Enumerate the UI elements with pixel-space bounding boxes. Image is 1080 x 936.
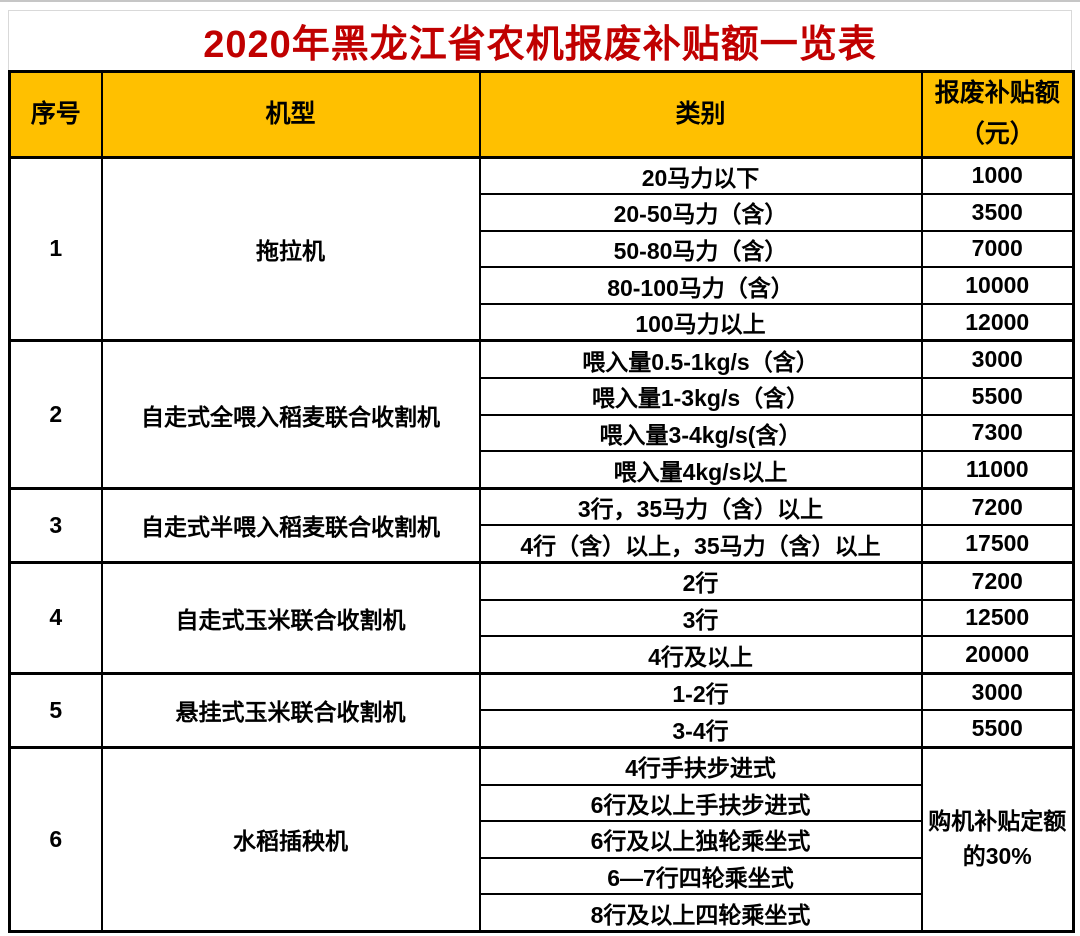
amount-cell: 1000	[920, 155, 1075, 196]
table-row: 3-4行 5500	[10, 709, 1075, 749]
table-row: 100马力以上 12000	[10, 302, 1075, 342]
table-row: 3行 12500	[10, 598, 1075, 638]
machine-type-cell: 自走式玉米联合收割机	[100, 561, 481, 675]
amount-cell: 5500	[920, 709, 1075, 749]
category-cell: 喂入量0.5-1kg/s（含）	[478, 339, 923, 380]
table-row: 4行（含）以上，35马力（含）以上 17500	[10, 524, 1075, 564]
category-cell: 4行及以上	[478, 635, 923, 675]
category-cell: 20-50马力（含）	[478, 193, 923, 232]
table-row: 6 水稻插秧机 4行手扶步进式 购机补贴定额 的30%	[8, 745, 1075, 933]
amount-cell: 12000	[920, 302, 1075, 342]
table-row: 喂入量3-4kg/s(含） 7300	[10, 413, 1075, 453]
category-cell: 80-100马力（含）	[478, 266, 923, 305]
index-cell: 2	[8, 339, 103, 490]
machine-type-cell: 拖拉机	[100, 155, 481, 342]
machine-type-cell: 水稻插秧机	[100, 746, 481, 933]
table-row: 4行及以上 20000	[10, 635, 1075, 675]
table-row: 1 拖拉机 20马力以下 1000	[8, 155, 1075, 342]
amount-cell: 7200	[920, 486, 1075, 527]
amount-cell: 7300	[920, 413, 1075, 453]
amount-cell: 5500	[920, 377, 1075, 416]
page-title: 2020年黑龙江省农机报废补贴额一览表	[8, 10, 1072, 70]
category-cell: 6行及以上独轮乘坐式	[478, 820, 923, 859]
subsidy-table: 序号 机型 类别 报废补贴额 （元） 1 拖拉机 20马力以下 1000	[8, 70, 1075, 933]
subsidy-sheet: 2020年黑龙江省农机报废补贴额一览表 序号 机型 类别 报废补贴额 （元）	[8, 10, 1075, 933]
table-row: 3 自走式半喂入稻麦联合收割机 3行，35马力（含）以上 7200	[8, 486, 1075, 564]
col-header-index: 序号	[8, 70, 103, 159]
index-cell: 6	[8, 746, 103, 933]
category-cell: 50-80马力（含）	[478, 229, 923, 269]
header-row: 序号 机型 类别 报废补贴额 （元）	[8, 70, 1075, 159]
col-header-category: 类别	[478, 70, 923, 159]
category-cell: 8行及以上四轮乘坐式	[478, 893, 923, 933]
amount-cell: 12500	[920, 598, 1075, 638]
table-row: 6行及以上手扶步进式	[10, 783, 1074, 823]
category-cell: 3行	[478, 598, 923, 638]
category-cell: 4行（含）以上，35马力（含）以上	[478, 524, 923, 564]
table-row: 80-100马力（含） 10000	[10, 266, 1075, 305]
table-row: 4 自走式玉米联合收割机 2行 7200	[8, 561, 1075, 675]
amount-cell: 10000	[920, 266, 1075, 305]
table-row: 5 悬挂式玉米联合收割机 1-2行 3000	[8, 671, 1075, 749]
index-cell: 3	[8, 486, 103, 564]
table-row: 喂入量4kg/s以上 11000	[10, 450, 1075, 490]
table-row: 20-50马力（含） 3500	[10, 193, 1075, 232]
table-row: 50-80马力（含） 7000	[10, 229, 1075, 269]
table-row: 8行及以上四轮乘坐式	[10, 893, 1074, 933]
amount-cell: 11000	[920, 450, 1075, 490]
amount-cell: 7200	[920, 561, 1075, 601]
category-cell: 4行手扶步进式	[478, 745, 923, 786]
index-cell: 5	[8, 671, 103, 749]
merged-amount-line1: 购机补贴定额	[928, 807, 1067, 834]
table-row: 喂入量1-3kg/s（含） 5500	[10, 377, 1075, 416]
category-cell: 2行	[478, 561, 923, 601]
category-cell: 3行，35马力（含）以上	[478, 486, 923, 527]
amount-cell: 7000	[920, 229, 1075, 269]
category-cell: 喂入量3-4kg/s(含）	[478, 413, 923, 453]
amount-cell: 3000	[920, 339, 1075, 380]
machine-type-cell: 自走式半喂入稻麦联合收割机	[100, 486, 481, 564]
table-row: 2 自走式全喂入稻麦联合收割机 喂入量0.5-1kg/s（含） 3000	[8, 339, 1075, 490]
amount-cell: 20000	[920, 635, 1075, 675]
col-header-subsidy-line1: 报废补贴额	[934, 79, 1060, 107]
table-row: 6行及以上独轮乘坐式	[10, 820, 1074, 859]
category-cell: 6—7行四轮乘坐式	[478, 856, 923, 896]
amount-cell: 3000	[920, 671, 1075, 712]
category-cell: 6行及以上手扶步进式	[478, 783, 923, 823]
category-cell: 喂入量1-3kg/s（含）	[478, 377, 923, 416]
category-cell: 1-2行	[478, 671, 923, 712]
index-cell: 1	[8, 155, 103, 342]
merged-amount-cell: 购机补贴定额 的30%	[920, 746, 1075, 933]
table-row: 6—7行四轮乘坐式	[10, 856, 1074, 896]
col-header-subsidy-line2: （元）	[959, 120, 1035, 149]
category-cell: 3-4行	[478, 709, 923, 749]
category-cell: 20马力以下	[478, 155, 923, 196]
index-cell: 4	[8, 561, 103, 675]
category-cell: 喂入量4kg/s以上	[478, 450, 923, 490]
merged-amount-line2: 的30%	[962, 843, 1032, 870]
machine-type-cell: 悬挂式玉米联合收割机	[100, 671, 481, 749]
col-header-model: 机型	[100, 70, 481, 159]
machine-type-cell: 自走式全喂入稻麦联合收割机	[100, 339, 481, 490]
top-divider	[0, 0, 1080, 2]
amount-cell: 17500	[920, 524, 1075, 564]
category-cell: 100马力以上	[478, 302, 923, 342]
col-header-subsidy: 报废补贴额 （元）	[920, 70, 1075, 159]
amount-cell: 3500	[920, 193, 1075, 232]
